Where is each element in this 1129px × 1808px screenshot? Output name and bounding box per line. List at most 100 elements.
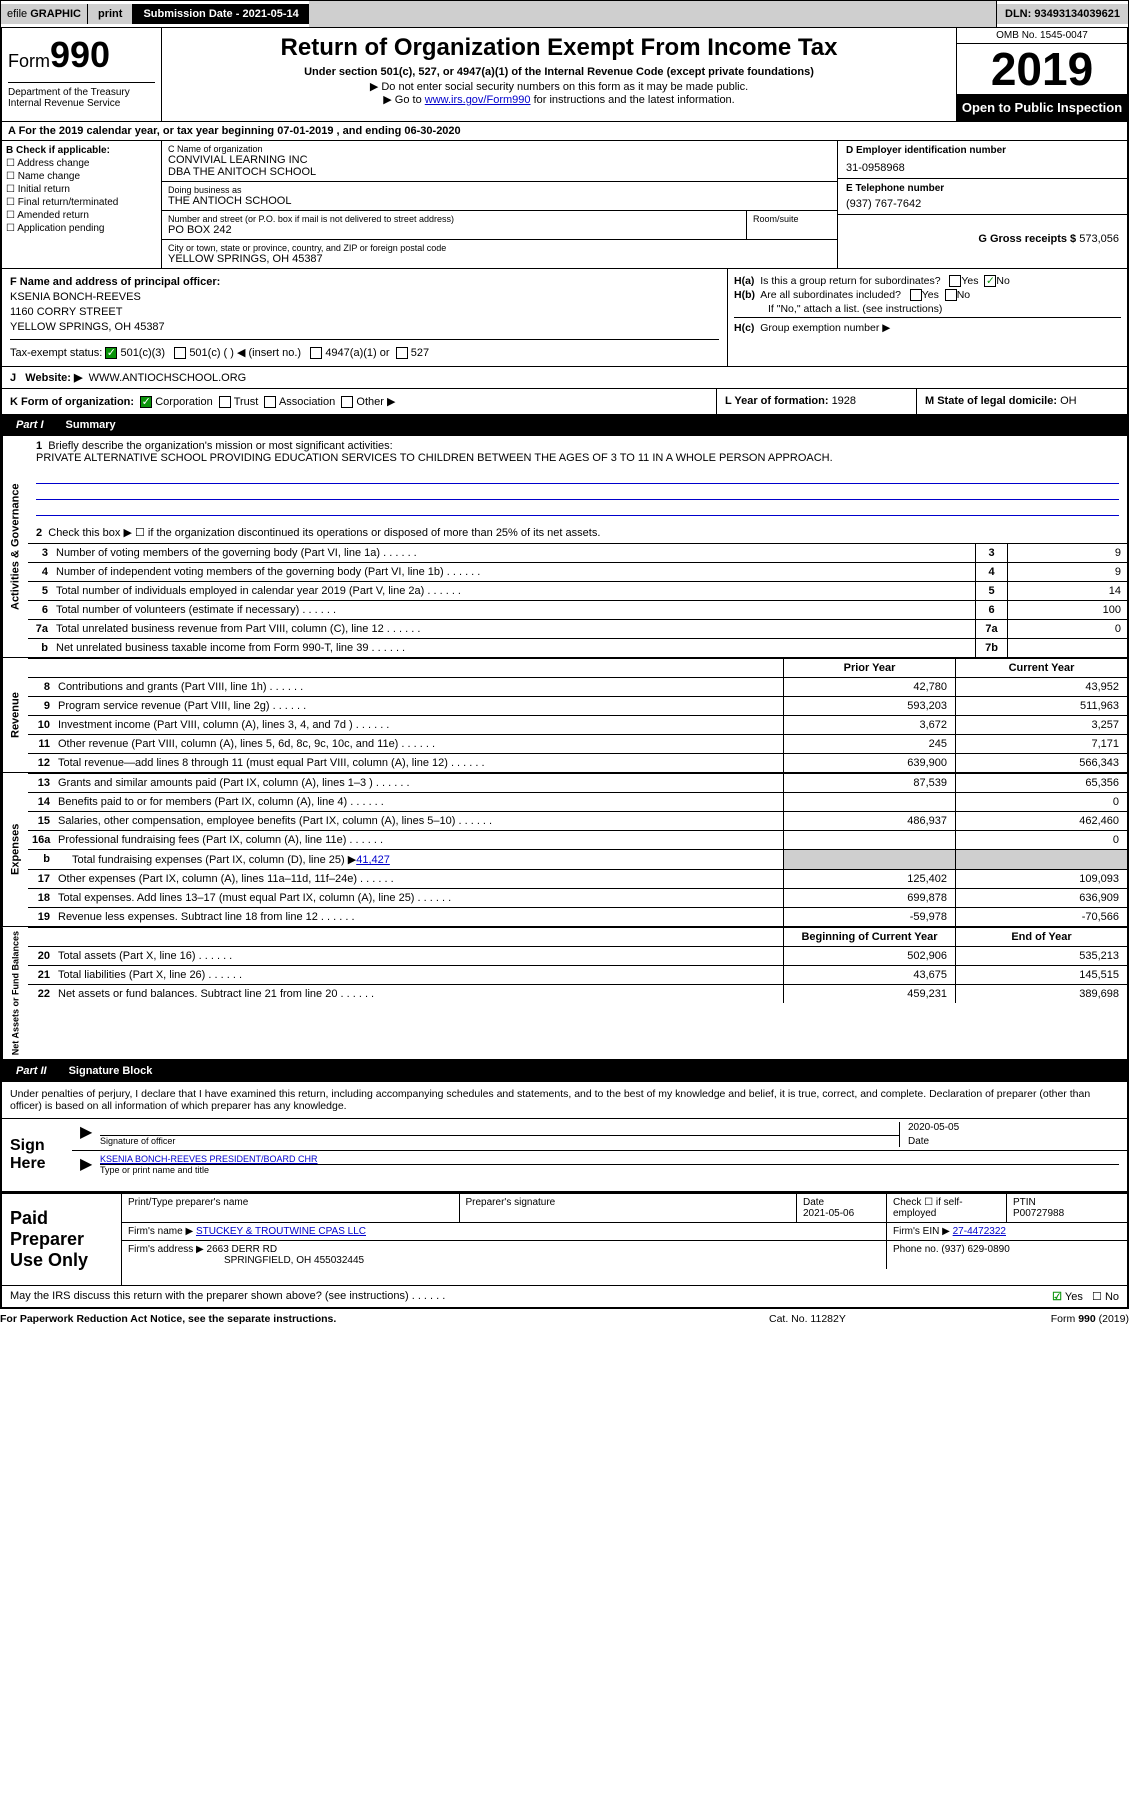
chk-name-change[interactable]: ☐ Name change [6, 171, 157, 182]
chk-501c3[interactable]: ✓ [105, 347, 117, 359]
activities-content: 1 Briefly describe the organization's mi… [28, 436, 1127, 657]
row-n: 17 [28, 870, 54, 888]
row-n: 13 [28, 774, 54, 792]
dba-row: Doing business as THE ANTIOCH SCHOOL [162, 182, 837, 211]
phone-val: (937) 767-7642 [846, 194, 1119, 210]
row-prior: 459,231 [783, 985, 955, 1003]
row-n: 5 [28, 582, 52, 600]
row-desc: Other revenue (Part VIII, column (A), li… [54, 735, 783, 753]
row-desc: Revenue less expenses. Subtract line 18 … [54, 908, 783, 926]
chk-assoc[interactable] [264, 396, 276, 408]
hdr-beginning: Beginning of Current Year [783, 928, 955, 946]
chk-527[interactable] [396, 347, 408, 359]
data-row: 22 Net assets or fund balances. Subtract… [28, 984, 1127, 1003]
col-b-label: B Check if applicable: [6, 145, 157, 156]
f-label-text: F Name and address of principal officer: [10, 276, 220, 288]
paperwork-notice: For Paperwork Reduction Act Notice, see … [0, 1313, 769, 1325]
hdr-self-employed[interactable]: Check ☐ if self-employed [887, 1194, 1007, 1222]
row-n: 9 [28, 697, 54, 715]
firm-ein[interactable]: 27-4472322 [953, 1226, 1006, 1237]
chk-label: Name change [18, 171, 80, 182]
row-prior: 593,203 [783, 697, 955, 715]
chk-4947[interactable] [310, 347, 322, 359]
city-val: YELLOW SPRINGS, OH 45387 [168, 253, 831, 265]
hc-label: H(c) [734, 322, 754, 334]
chk-label: Application pending [17, 223, 104, 234]
header-left: Form990 Department of the Treasury Inter… [2, 28, 162, 121]
efile-graphic: GRAPHIC [30, 8, 81, 20]
chk-trust[interactable] [219, 396, 231, 408]
bottom-line: For Paperwork Reduction Act Notice, see … [0, 1309, 1129, 1329]
chk-amended-return[interactable]: ☐ Amended return [6, 210, 157, 221]
row-n: 7a [28, 620, 52, 638]
name-title-label: Type or print name and title [100, 1165, 209, 1175]
firm-addr-cell: Firm's address ▶ 2663 DERR RD SPRINGFIEL… [122, 1241, 887, 1269]
efile-pre: efile [7, 8, 30, 20]
sig-date: 2020-05-05 Date [899, 1122, 1119, 1147]
row-n: 8 [28, 678, 54, 696]
discuss-label: May the IRS discuss this return with the… [10, 1290, 409, 1302]
desc-16b-pre: Total fundraising expenses (Part IX, col… [72, 854, 356, 866]
chk-initial-return[interactable]: ☐ Initial return [6, 184, 157, 195]
row-current: 109,093 [955, 870, 1127, 888]
hb-no[interactable] [945, 289, 957, 301]
paid-preparer-label: Paid Preparer Use Only [2, 1194, 122, 1285]
irs-link[interactable]: www.irs.gov/Form990 [425, 94, 531, 106]
governance-rows: 3 Number of voting members of the govern… [28, 543, 1127, 657]
desc-16b-val[interactable]: 41,427 [356, 854, 390, 866]
row-current: 65,356 [955, 774, 1127, 792]
row-current: 389,698 [955, 985, 1127, 1003]
hb-yes[interactable] [910, 289, 922, 301]
row-n: 22 [28, 985, 54, 1003]
row-prior: -59,978 [783, 908, 955, 926]
hdr-ptin: PTIN P00727988 [1007, 1194, 1127, 1222]
row-prior: 639,900 [783, 754, 955, 772]
chk-final-return[interactable]: ☐ Final return/terminated [6, 197, 157, 208]
form-body: Form990 Department of the Treasury Inter… [0, 28, 1129, 1309]
chk-corporation[interactable]: ✓ [140, 396, 152, 408]
row-n: 12 [28, 754, 54, 772]
period-end: 06-30-2020 [404, 125, 460, 137]
k-label: K Form of organization: [10, 396, 134, 408]
chk-501c[interactable] [174, 347, 186, 359]
period-mid: , and ending [337, 125, 405, 137]
chk-application-pending[interactable]: ☐ Application pending [6, 223, 157, 234]
open-to-public: Open to Public Inspection [957, 94, 1127, 121]
row-n: 21 [28, 966, 54, 984]
subtitle-3: ▶ Go to www.irs.gov/Form990 for instruct… [172, 93, 946, 106]
data-row: 16a Professional fundraising fees (Part … [28, 830, 1127, 849]
hc-row: H(c) Group exemption number ▶ [734, 317, 1121, 334]
row-n: 15 [28, 812, 54, 830]
dba-val: THE ANTIOCH SCHOOL [168, 195, 831, 207]
chk-address-change[interactable]: ☐ Address change [6, 158, 157, 169]
f-and-tax-exempt: F Name and address of principal officer:… [2, 269, 727, 366]
website-row: J Website: ▶ WWW.ANTIOCHSCHOOL.ORG [2, 366, 1127, 388]
subtitle-1: Under section 501(c), 527, or 4947(a)(1)… [172, 66, 946, 78]
row-desc: Number of independent voting members of … [52, 563, 975, 581]
ha-no[interactable] [984, 275, 996, 287]
n-16b: b [28, 850, 54, 869]
expenses-rows-2: 17 Other expenses (Part IX, column (A), … [28, 869, 1127, 926]
sig-date-val: 2020-05-05 [908, 1122, 1119, 1136]
m-cell: M State of legal domicile: OH [917, 389, 1127, 414]
row-n: b [28, 639, 52, 657]
print-button[interactable]: print [88, 4, 133, 24]
firm-name[interactable]: STUCKEY & TROUTWINE CPAS LLC [196, 1226, 366, 1237]
row-prior [783, 793, 955, 811]
address-row: Number and street (or P.O. box if mail i… [162, 211, 837, 240]
hdr-prior-year: Prior Year [783, 659, 955, 677]
row-desc: Other expenses (Part IX, column (A), lin… [54, 870, 783, 888]
arrow-icon: ▶ [80, 1122, 100, 1147]
dept-1: Department of the Treasury [8, 87, 155, 98]
row-val: 9 [1007, 544, 1127, 562]
row-n: 4 [28, 563, 52, 581]
row-n: 10 [28, 716, 54, 734]
ha-yes[interactable] [949, 275, 961, 287]
h-block: H(a) Is this a group return for subordin… [727, 269, 1127, 366]
c-label: C Name of organization [168, 144, 831, 154]
website-url[interactable]: WWW.ANTIOCHSCHOOL.ORG [89, 372, 247, 384]
chk-other[interactable] [341, 396, 353, 408]
paid-grid: Print/Type preparer's name Preparer's si… [122, 1194, 1127, 1285]
row-current: 0 [955, 793, 1127, 811]
officer-name-title[interactable]: KSENIA BONCH-REEVES PRESIDENT/BOARD CHR [100, 1154, 1119, 1165]
